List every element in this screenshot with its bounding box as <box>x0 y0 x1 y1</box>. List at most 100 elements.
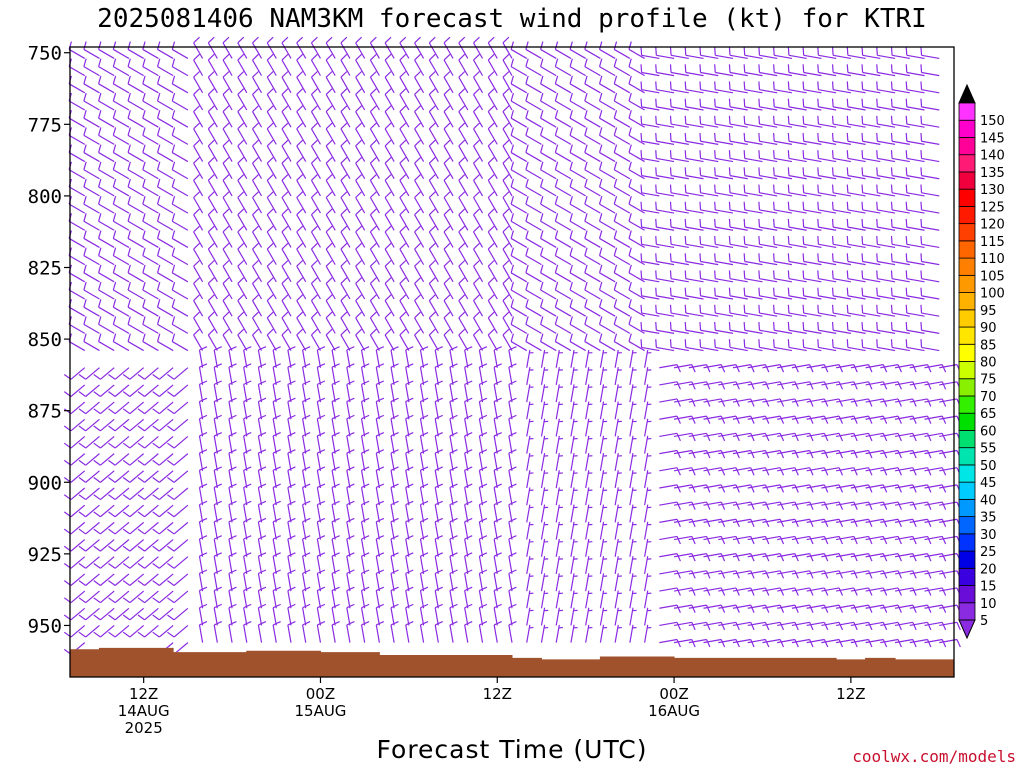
wind-barb <box>390 569 399 592</box>
wind-barb <box>861 253 881 266</box>
wind-barb <box>213 569 222 592</box>
x-tick-label: 15AUG <box>294 702 346 720</box>
wind-barb <box>920 236 940 249</box>
wind-barb <box>762 621 785 631</box>
wind-barb <box>655 270 675 283</box>
wind-barb <box>773 167 793 180</box>
wind-barb <box>434 414 443 437</box>
wind-barb <box>98 161 115 180</box>
wind-barb <box>846 339 866 352</box>
wind-barb <box>193 174 204 197</box>
wind-barb <box>222 88 233 111</box>
wind-barb <box>669 218 689 231</box>
wind-barb <box>243 414 252 437</box>
wind-barb <box>773 201 793 214</box>
wind-barb <box>340 260 351 283</box>
wind-barb <box>108 418 130 432</box>
wind-barb <box>777 570 799 579</box>
wind-barb <box>659 432 681 442</box>
wind-barb <box>355 191 366 214</box>
wind-barb <box>464 414 473 437</box>
wind-barb <box>732 484 755 493</box>
wind-barb <box>584 195 601 214</box>
wind-barb <box>669 167 689 180</box>
wind-barb <box>598 127 616 145</box>
wind-barb <box>360 483 370 506</box>
wind-barb <box>340 208 351 231</box>
wind-barb <box>369 36 380 59</box>
wind-barb <box>850 604 873 613</box>
wind-barb <box>316 483 326 506</box>
wind-barb <box>316 466 326 489</box>
wind-barb <box>473 225 484 248</box>
wind-barb <box>487 260 498 283</box>
wind-barb <box>628 178 645 197</box>
wind-barb <box>728 150 748 163</box>
wind-barb <box>876 167 896 180</box>
wind-barb <box>890 184 910 197</box>
wind-barb <box>98 247 115 266</box>
wind-barb <box>399 208 410 231</box>
wind-barb <box>360 346 370 368</box>
wind-barb <box>584 333 601 352</box>
wind-barb <box>714 287 734 300</box>
wind-barb <box>360 500 370 523</box>
wind-barb <box>156 161 174 180</box>
wind-barb <box>613 144 631 163</box>
wind-barb <box>384 88 395 111</box>
wind-barb <box>758 98 778 111</box>
wind-barb <box>369 208 380 231</box>
wind-barb <box>554 144 572 163</box>
wind-barb <box>880 484 902 493</box>
wind-barb <box>865 621 888 631</box>
wind-barb <box>243 466 252 489</box>
wind-barb <box>762 501 785 510</box>
wind-barb <box>640 98 660 111</box>
wind-barb <box>831 167 851 180</box>
wind-barb <box>222 208 233 231</box>
wind-barb <box>669 132 689 145</box>
wind-barb <box>747 432 770 442</box>
wind-barb <box>237 260 248 283</box>
wind-barb <box>63 590 86 604</box>
wind-barb <box>540 452 549 471</box>
wind-barb <box>905 321 925 334</box>
wind-barb <box>554 299 572 317</box>
wind-barb <box>510 144 528 163</box>
wind-barb <box>156 230 174 248</box>
wind-barb <box>296 105 307 128</box>
wind-barb <box>861 150 881 163</box>
wind-barb <box>802 339 822 352</box>
wind-barb <box>222 225 233 248</box>
wind-barb <box>360 569 370 592</box>
wind-barb <box>487 242 498 265</box>
wind-barb <box>237 105 248 128</box>
wind-barb <box>699 339 719 352</box>
wind-barb <box>302 397 311 420</box>
wind-barb <box>861 339 881 352</box>
wind-barb <box>684 253 704 266</box>
wind-barb <box>773 253 793 266</box>
colorbar-label: 35 <box>980 511 997 526</box>
wind-barb <box>281 191 292 214</box>
wind-barb <box>473 191 484 214</box>
wind-barb <box>252 88 263 111</box>
wind-barb <box>890 150 910 163</box>
wind-barb <box>473 88 484 111</box>
wind-barb <box>390 483 399 506</box>
wind-barb <box>802 218 822 231</box>
wind-barb <box>758 150 778 163</box>
wind-barb <box>777 638 799 648</box>
wind-barb <box>296 311 307 334</box>
wind-barb <box>540 230 557 248</box>
wind-barb <box>428 242 439 265</box>
wind-barb <box>791 518 814 528</box>
wind-barb <box>222 174 233 197</box>
wind-barb <box>555 573 563 592</box>
wind-barb <box>375 466 385 489</box>
wind-barb <box>526 418 534 437</box>
wind-barb <box>598 75 616 94</box>
wind-barb <box>525 144 542 163</box>
wind-barb <box>773 218 793 231</box>
colorbar-swatch <box>958 412 976 431</box>
